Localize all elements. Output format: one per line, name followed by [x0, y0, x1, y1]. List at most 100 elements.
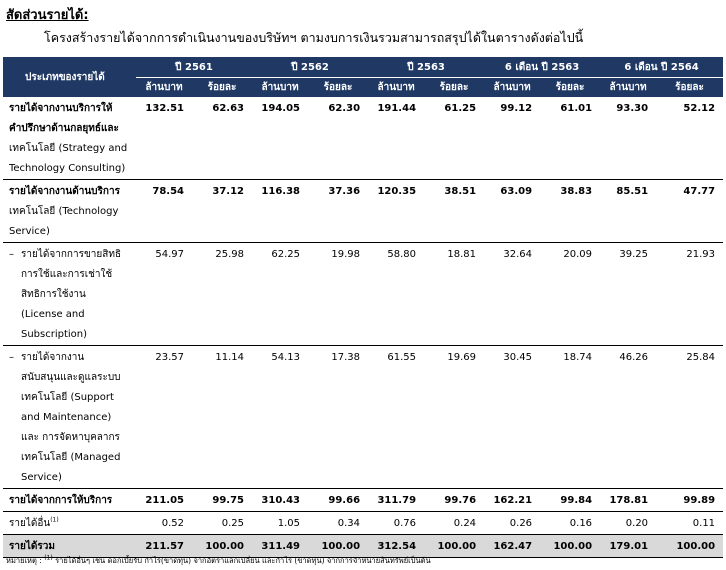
value-cell: 99.12	[484, 97, 541, 180]
value-cell: 61.25	[424, 97, 485, 180]
unit-pct-header: ร้อยละ	[656, 77, 724, 97]
dash-bullet: –	[9, 352, 14, 363]
unit-mb-header: ล้านบาท	[484, 77, 541, 97]
table-row: รายได้จากงานบริการให้ คำปรึกษาด้านกลยุทธ…	[3, 97, 724, 180]
unit-mb-header: ล้านบาท	[136, 77, 192, 97]
value-cell: 58.80	[368, 242, 425, 346]
value-cell: 211.05	[136, 488, 192, 512]
revenue-type-header: ประเภทของรายได้	[3, 57, 136, 97]
section-heading: สัดส่วนรายได้:	[6, 8, 89, 23]
value-cell: 194.05	[252, 97, 309, 180]
value-cell: 0.20	[625, 518, 649, 529]
period-header: 6 เดือน ปี 2564	[600, 57, 724, 78]
row-label: – รายได้จากงาน สนับสนุนและดูแลระบบ เทคโนโ…	[3, 345, 136, 489]
value-cell: 21.93	[656, 242, 724, 346]
value-cell: 211.57	[136, 534, 192, 558]
value-cell: 38.51	[424, 179, 485, 243]
table-row: รายได้อื่น(1) 0.52 0.25 1.05 0.34 0.76 0…	[3, 512, 723, 535]
value-cell: 120.35	[368, 179, 425, 243]
dash-bullet: –	[9, 249, 14, 260]
value-cell: 311.49	[252, 534, 309, 558]
value-cell: 93.30	[600, 97, 657, 180]
value-cell: 99.76	[424, 488, 485, 512]
row-label: รายได้จากงานด้านบริการ เทคโนโลยี (Techno…	[3, 179, 136, 243]
value-cell: 23.57	[136, 345, 192, 489]
value-cell: 78.54	[136, 179, 192, 243]
value-cell: 25.98	[192, 242, 253, 346]
total-row: รายได้รวม 211.57 100.00 311.49 100.00 31…	[3, 534, 724, 558]
subtotal-row: รายได้จากการให้บริการ 211.05 99.75 310.4…	[3, 488, 724, 512]
value-cell: 61.01	[540, 97, 601, 180]
value-cell: 100.00	[192, 534, 253, 558]
value-cell: 0.11	[692, 518, 716, 529]
value-cell: 311.79	[368, 488, 425, 512]
value-cell: 0.16	[569, 518, 593, 529]
value-cell: 47.77	[656, 179, 724, 243]
unit-pct-header: ร้อยละ	[540, 77, 601, 97]
value-cell: 99.84	[540, 488, 601, 512]
value-cell: 162.47	[484, 534, 541, 558]
value-cell: 30.45	[484, 345, 541, 489]
value-cell: 0.24	[453, 518, 477, 529]
value-cell: 0.52	[161, 518, 184, 529]
value-cell: 62.25	[252, 242, 309, 346]
unit-mb-header: ล้านบาท	[252, 77, 309, 97]
section-subheading: โครงสร้างรายได้จากการดำเนินงานของบริษัทฯ…	[44, 30, 584, 45]
value-cell: 52.12	[656, 97, 724, 180]
value-cell: 310.43	[252, 488, 309, 512]
value-cell: 54.97	[136, 242, 192, 346]
unit-pct-header: ร้อยละ	[424, 77, 485, 97]
value-cell: 38.83	[540, 179, 601, 243]
footnote: หมายเหตุ : (1) รายได้อื่นๆ เช่น ดอกเบี้ย…	[6, 554, 431, 565]
value-cell: 100.00	[540, 534, 601, 558]
value-cell: 20.09	[540, 242, 601, 346]
period-header: ปี 2561	[136, 57, 253, 78]
value-cell: 312.54	[368, 534, 425, 558]
value-cell: 0.25	[221, 518, 245, 529]
value-cell: 63.09	[484, 179, 541, 243]
value-cell: 100.00	[656, 534, 724, 558]
table-row: – รายได้จากงาน สนับสนุนและดูแลระบบ เทคโนโ…	[3, 345, 724, 489]
value-cell: 19.98	[308, 242, 369, 346]
value-cell: 1.05	[277, 518, 301, 529]
value-cell: 54.13	[252, 345, 309, 489]
value-cell: 99.89	[656, 488, 724, 512]
value-cell: 18.74	[540, 345, 601, 489]
row-label: รายได้อื่น(1)	[9, 516, 59, 529]
header-row-periods: ประเภทของรายได้ ปี 2561 ปี 2562 ปี 2563 …	[3, 57, 724, 97]
unit-pct-header: ร้อยละ	[308, 77, 369, 97]
revenue-structure-table: ประเภทของรายได้ ปี 2561 ปี 2562 ปี 2563 …	[3, 57, 724, 558]
value-cell: 99.66	[308, 488, 369, 512]
value-cell: 99.75	[192, 488, 253, 512]
row-label: รายได้จากการให้บริการ	[3, 488, 136, 512]
table-row: รายได้จากงานด้านบริการ เทคโนโลยี (Techno…	[3, 179, 724, 243]
value-cell: 100.00	[424, 534, 485, 558]
value-cell: 39.25	[600, 242, 657, 346]
value-cell: 11.14	[192, 345, 253, 489]
period-header: ปี 2562	[252, 57, 369, 78]
value-cell: 0.26	[509, 518, 533, 529]
value-cell: 0.34	[337, 518, 361, 529]
value-cell: 132.51	[136, 97, 192, 180]
value-cell: 100.00	[308, 534, 369, 558]
value-cell: 61.55	[368, 345, 425, 489]
value-cell: 85.51	[600, 179, 657, 243]
value-cell: 17.38	[308, 345, 369, 489]
value-cell: 25.84	[656, 345, 724, 489]
value-cell: 37.12	[192, 179, 253, 243]
value-cell: 0.76	[393, 518, 417, 529]
value-cell: 116.38	[252, 179, 309, 243]
value-cell: 46.26	[600, 345, 657, 489]
value-cell: 191.44	[368, 97, 425, 180]
value-cell: 162.21	[484, 488, 541, 512]
header-row-units: ล้านบาท ร้อยละ ล้านบาท ร้อยละ ล้านบาท ร้…	[3, 77, 724, 97]
row-label: – รายได้จากการขายสิทธิ การใช้และการเช่าใช…	[3, 242, 136, 346]
row-label: รายได้รวม	[3, 534, 136, 558]
value-cell: 32.64	[484, 242, 541, 346]
value-cell: 19.69	[424, 345, 485, 489]
unit-pct-header: ร้อยละ	[192, 77, 253, 97]
value-cell: 62.30	[308, 97, 369, 180]
value-cell: 18.81	[424, 242, 485, 346]
value-cell: 178.81	[600, 488, 657, 512]
period-header: 6 เดือน ปี 2563	[484, 57, 601, 78]
